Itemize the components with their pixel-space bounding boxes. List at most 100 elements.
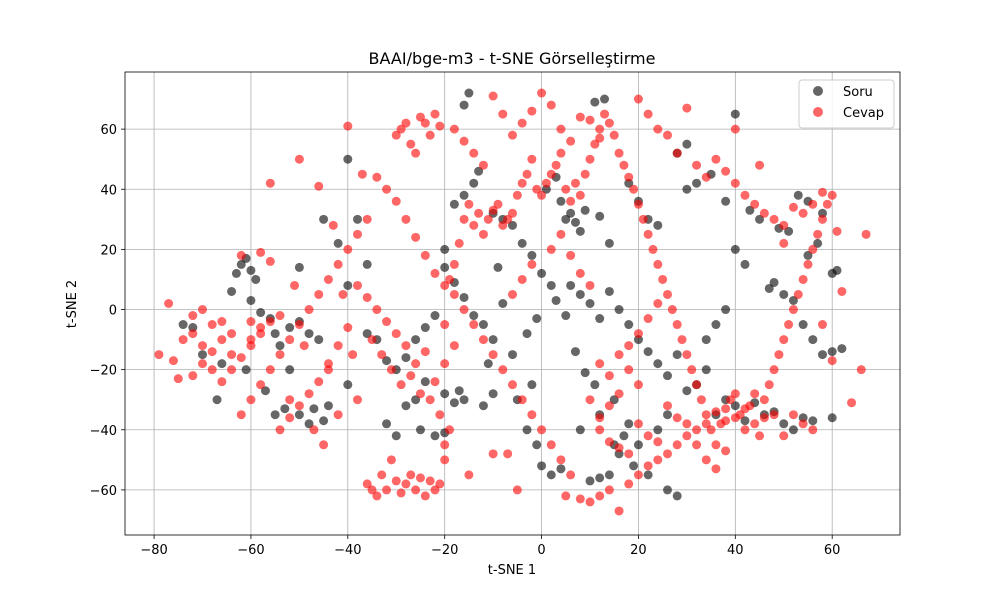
point-cevap <box>396 488 406 498</box>
point-cevap <box>236 410 246 420</box>
point-soru <box>585 299 595 308</box>
point-cevap <box>624 341 634 351</box>
point-cevap <box>314 289 324 299</box>
point-soru <box>672 491 682 501</box>
point-cevap <box>595 491 605 501</box>
point-soru <box>469 311 479 321</box>
point-cevap <box>614 443 624 453</box>
point-cevap <box>362 214 372 224</box>
point-cevap <box>769 214 779 224</box>
x-tick-label: 40 <box>727 543 744 558</box>
point-cevap <box>478 160 488 170</box>
point-cevap <box>173 374 183 384</box>
point-soru <box>517 238 527 248</box>
point-soru <box>304 329 314 339</box>
grid-lines <box>125 72 900 535</box>
point-cevap <box>188 329 198 339</box>
point-cevap <box>314 181 324 191</box>
point-cevap <box>614 350 624 360</box>
point-cevap <box>498 109 508 119</box>
point-cevap <box>837 286 847 296</box>
point-cevap <box>459 136 469 146</box>
point-cevap <box>551 160 561 170</box>
point-soru <box>314 335 324 345</box>
point-soru <box>459 292 469 302</box>
point-soru <box>837 344 847 354</box>
point-cevap <box>663 449 672 459</box>
point-soru <box>595 473 605 483</box>
point-soru <box>449 398 459 408</box>
point-cevap <box>207 320 217 330</box>
point-soru <box>508 350 517 360</box>
point-cevap <box>541 178 551 188</box>
point-cevap <box>633 329 643 339</box>
point-soru <box>285 323 295 333</box>
point-cevap <box>362 292 372 302</box>
point-soru <box>682 139 692 149</box>
point-cevap <box>178 335 188 345</box>
point-cevap <box>236 250 246 260</box>
point-cevap <box>406 470 416 480</box>
point-cevap <box>445 274 455 284</box>
point-cevap <box>556 455 566 465</box>
point-cevap <box>585 497 595 507</box>
point-cevap <box>556 148 566 158</box>
point-cevap <box>411 485 421 495</box>
point-cevap <box>585 395 595 405</box>
point-cevap <box>391 196 401 206</box>
point-soru <box>231 268 241 278</box>
point-cevap <box>585 115 595 125</box>
point-soru <box>730 244 740 254</box>
legend-marker-cevap <box>813 107 823 117</box>
point-cevap <box>566 470 576 480</box>
point-cevap <box>415 389 425 399</box>
point-soru <box>459 190 469 200</box>
y-axis-label: t-SNE 2 <box>65 280 80 328</box>
point-soru <box>798 320 808 330</box>
point-cevap <box>498 365 508 375</box>
point-cevap <box>207 347 217 357</box>
point-soru <box>275 341 285 351</box>
point-cevap <box>246 395 256 405</box>
point-soru <box>362 259 372 269</box>
point-cevap <box>353 395 362 405</box>
point-cevap <box>663 130 672 140</box>
point-cevap <box>294 401 304 411</box>
point-cevap <box>227 350 237 360</box>
point-cevap <box>411 359 421 369</box>
point-cevap <box>546 169 556 179</box>
point-soru <box>566 280 576 290</box>
point-cevap <box>784 320 794 330</box>
point-soru <box>575 425 585 435</box>
point-cevap <box>488 449 498 459</box>
point-soru <box>309 404 319 414</box>
point-soru <box>711 320 721 330</box>
point-cevap <box>353 229 362 239</box>
point-cevap <box>725 395 735 405</box>
point-soru <box>575 226 585 236</box>
point-cevap <box>508 208 517 218</box>
point-cevap <box>517 395 527 405</box>
point-cevap <box>643 461 653 471</box>
point-cevap <box>420 491 430 501</box>
point-soru <box>323 401 333 411</box>
point-soru <box>227 286 237 296</box>
point-soru <box>653 359 663 369</box>
point-cevap <box>396 380 406 390</box>
point-cevap <box>585 280 595 290</box>
point-cevap <box>498 220 508 230</box>
point-cevap <box>779 220 789 230</box>
point-cevap <box>420 347 430 357</box>
point-soru <box>721 305 731 315</box>
point-soru <box>779 419 789 429</box>
point-soru <box>285 365 295 375</box>
point-cevap <box>730 413 740 423</box>
point-cevap <box>517 274 527 284</box>
point-cevap <box>323 359 333 369</box>
point-cevap <box>687 365 697 375</box>
point-soru <box>382 419 392 429</box>
point-cevap <box>672 148 682 158</box>
point-cevap <box>614 506 624 516</box>
point-cevap <box>367 485 377 495</box>
point-soru <box>566 208 576 218</box>
